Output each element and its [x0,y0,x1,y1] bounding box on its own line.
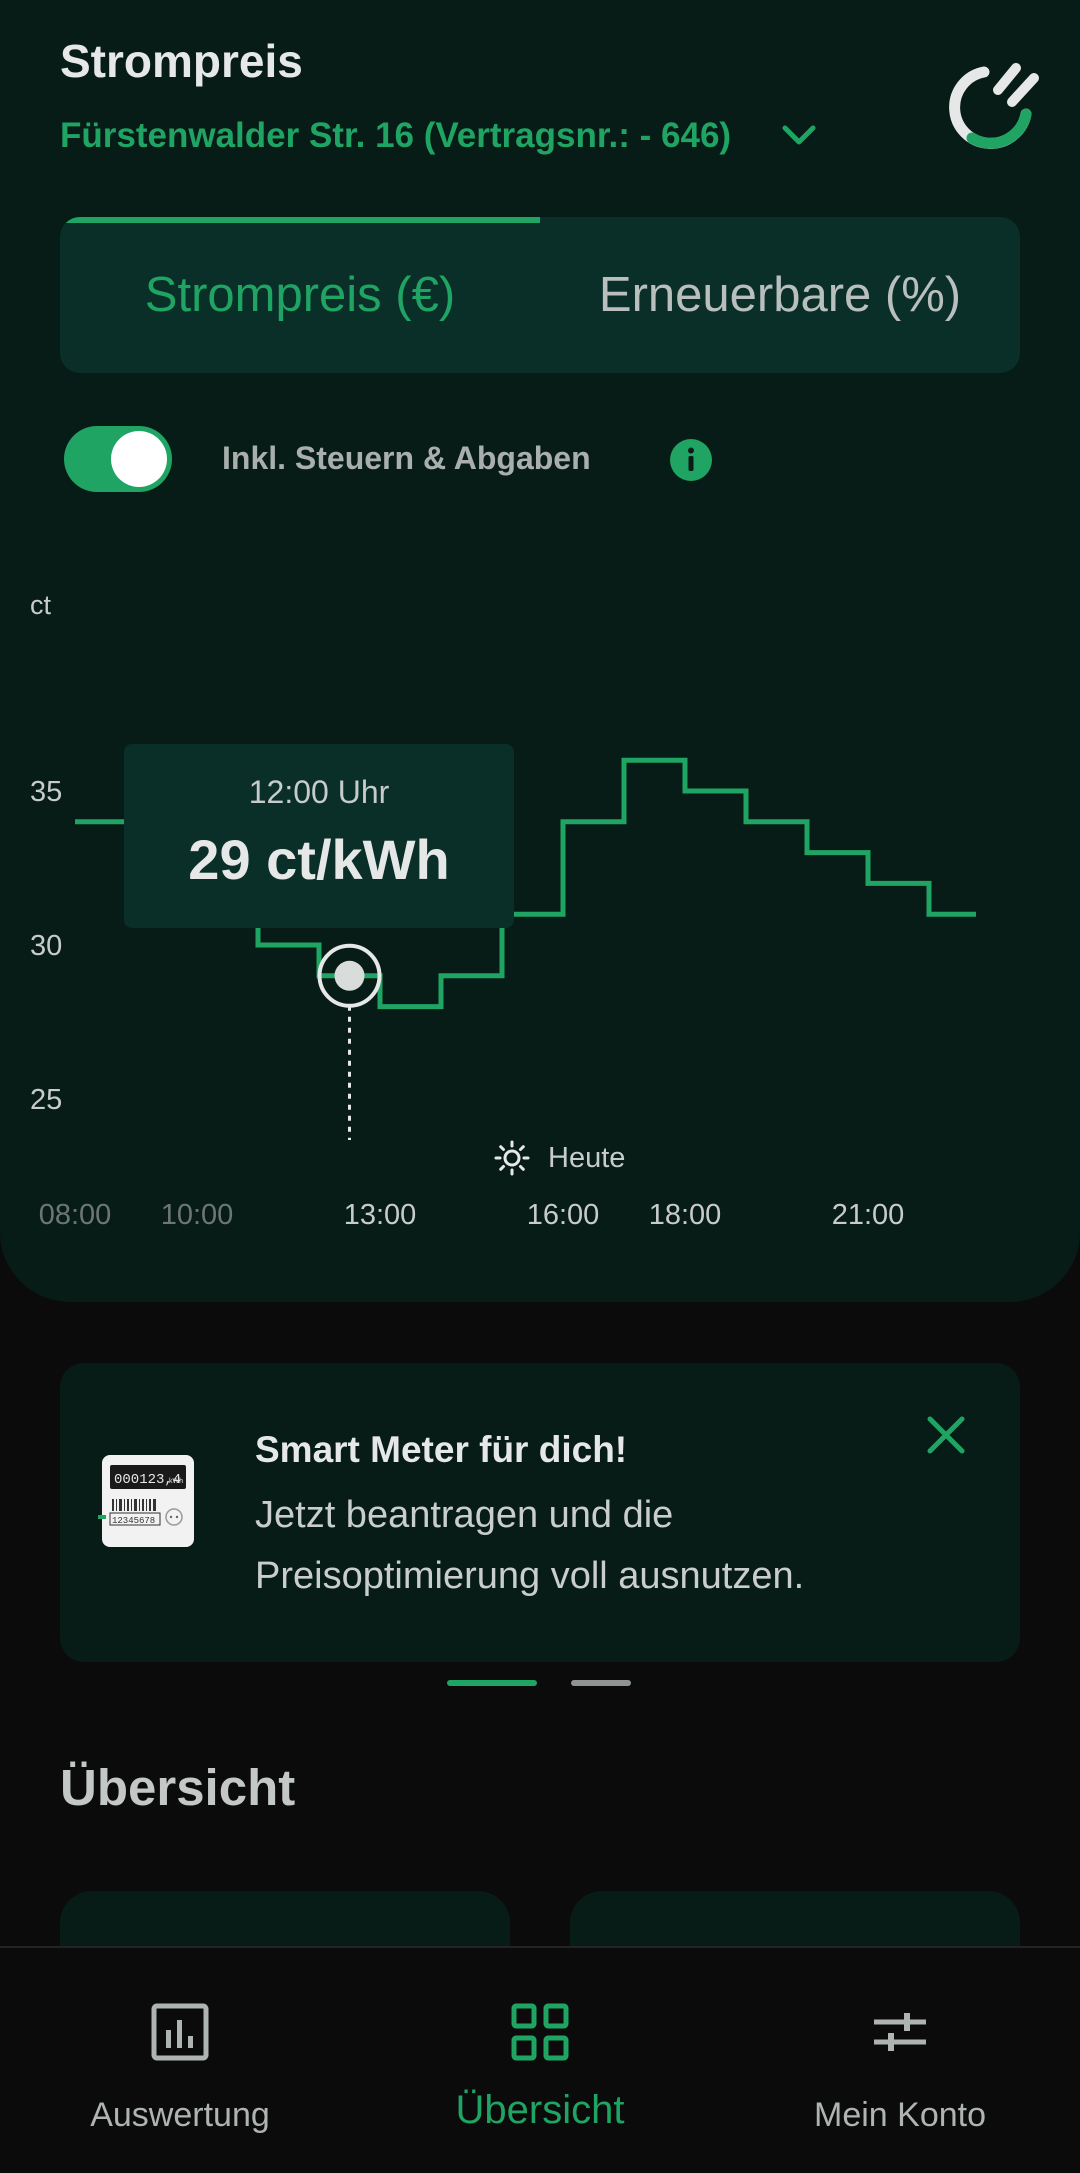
contract-selector[interactable]: Fürstenwalder Str. 16 (Vertragsnr.: - 64… [60,114,821,158]
taxes-toggle[interactable] [64,426,172,492]
x-tick-label: 21:00 [832,1199,905,1231]
tab-strompreis[interactable]: Strompreis (€) [144,268,456,322]
y-tick-label: 25 [30,1084,62,1116]
y-axis-unit: ct [30,590,52,620]
x-tick-label: 18:00 [649,1199,722,1231]
banner-title: Smart Meter für dich! [255,1429,628,1470]
price-tooltip: 12:00 Uhr 29 ct/kWh [124,744,514,928]
tooltip-time: 12:00 Uhr [248,774,390,810]
svg-text:kWh: kWh [169,1478,183,1485]
smart-meter-banner[interactable]: 000123,4 kWh 12345678 Smart Meter für di… [60,1363,1020,1662]
nav-mein-konto[interactable]: Mein Konto [720,1948,1080,2173]
x-tick-label: 16:00 [527,1199,600,1231]
today-label: Heute [548,1141,626,1174]
nav-label: Auswertung [90,2096,270,2134]
y-tick-label: 30 [30,930,62,962]
close-icon[interactable] [922,1411,970,1459]
page-title: Strompreis [60,35,303,87]
price-panel: Strompreis Fürstenwalder Str. 16 (Vertra… [0,0,1080,1302]
smart-meter-icon: 000123,4 kWh 12345678 [98,1455,194,1547]
brand-logo-icon [949,63,1039,149]
sun-icon [494,1140,530,1176]
selection-marker-ring[interactable] [317,943,382,1008]
active-tab-indicator [60,217,540,223]
price-chart[interactable]: ct 35 30 25 08:00 10:00 13:00 16:00 18:00 21:00 [0,580,1080,1240]
today-marker: Heute [494,1140,625,1176]
y-tick-label: 35 [30,776,62,808]
info-icon[interactable] [670,439,712,481]
nav-uebersicht[interactable]: Übersicht [360,1948,720,2173]
svg-text:000123,4: 000123,4 [114,1472,181,1488]
selection-marker-dot [334,960,365,991]
contract-label: Fürstenwalder Str. 16 (Vertragsnr.: - 64… [60,116,732,155]
bar-chart-icon [151,2003,209,2061]
x-tick-label: 10:00 [161,1199,234,1231]
svg-text:12345678: 12345678 [112,1516,155,1526]
nav-auswertung[interactable]: Auswertung [0,1948,360,2173]
x-tick-label: 13:00 [344,1199,417,1231]
banner-pager [447,1680,631,1686]
toggle-knob [111,431,167,487]
pager-dot[interactable] [571,1680,631,1686]
tab-erneuerbare[interactable]: Erneuerbare (%) [598,268,962,322]
pager-dot-active[interactable] [447,1680,537,1686]
overview-section-title: Übersicht [60,1759,296,1816]
x-tick-label: 08:00 [39,1199,112,1231]
nav-label: Übersicht [455,2088,625,2132]
banner-text: Jetzt beantragen und die Preisoptimierun… [255,1494,805,1597]
tooltip-value: 29 ct/kWh [188,828,450,891]
grid-icon [511,2003,569,2061]
chevron-down-icon [782,125,816,145]
nav-label: Mein Konto [814,2096,986,2134]
chart-tabs: Strompreis (€) Erneuerbare (%) [60,217,1020,373]
taxes-toggle-label: Inkl. Steuern & Abgaben [222,440,591,476]
bottom-navigation: Auswertung Übersicht Mein Konto [0,1946,1080,2173]
sliders-icon [874,2013,926,2051]
